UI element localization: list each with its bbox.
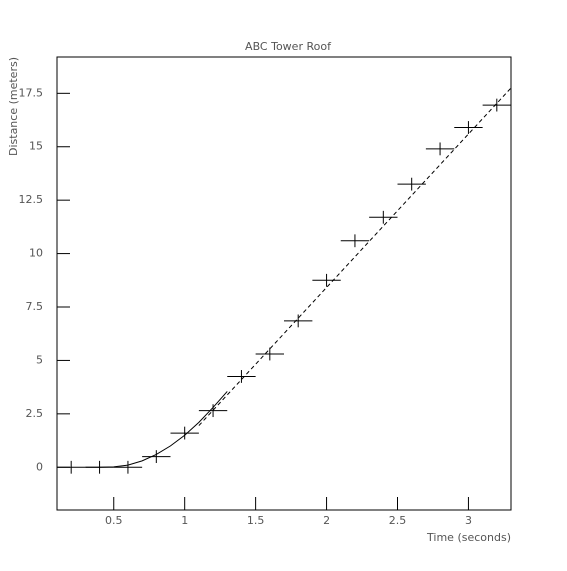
y-tick-label: 0 (36, 460, 43, 473)
y-tick-label: 17.5 (19, 86, 44, 99)
y-axis-label: Distance (meters) (7, 57, 20, 156)
x-tick-label: 1 (181, 514, 188, 527)
y-tick-label: 12.5 (19, 193, 44, 206)
chart-title: ABC Tower Roof (245, 40, 332, 53)
fit-curve (85, 391, 228, 468)
x-tick-label: 1.5 (247, 514, 265, 527)
x-tick-label: 3 (465, 514, 472, 527)
y-tick-label: 2.5 (26, 407, 44, 420)
x-tick-label: 2.5 (389, 514, 407, 527)
x-tick-label: 0.5 (105, 514, 123, 527)
plot-frame (56, 56, 512, 511)
x-axis-label: Time (seconds) (426, 531, 511, 544)
y-tick-label: 10 (29, 247, 43, 260)
y-tick-label: 5 (36, 353, 43, 366)
y-tick-label: 7.5 (26, 300, 44, 313)
x-tick-label: 2 (323, 514, 330, 527)
y-tick-label: 15 (29, 140, 43, 153)
